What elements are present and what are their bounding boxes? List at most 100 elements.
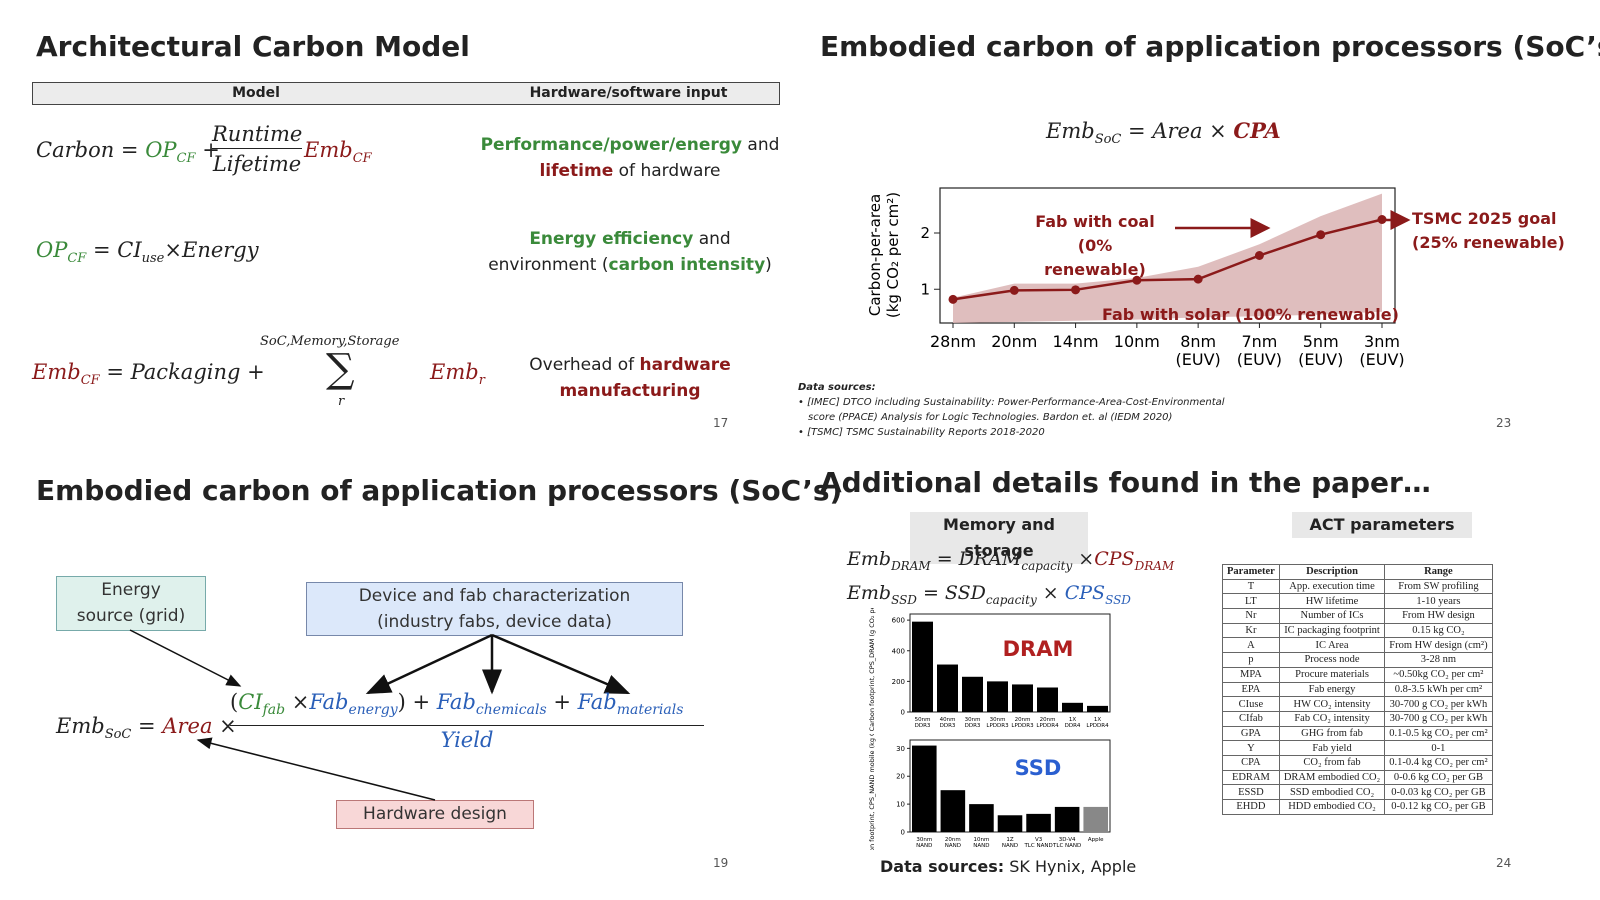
cpa-point bbox=[1316, 230, 1326, 240]
cpa-point bbox=[1132, 275, 1142, 285]
dram-xtick-label: 1X DDR4 bbox=[1065, 717, 1081, 729]
ssd-xtick-label: V3 TLC NAND bbox=[1023, 837, 1052, 849]
cpa-range-band bbox=[953, 193, 1382, 323]
cpa-point bbox=[1009, 285, 1019, 295]
table-cell: Kr bbox=[1222, 622, 1280, 639]
dram-xtick-label: 30nm DDR3 bbox=[965, 717, 981, 729]
ssd-label: SSD bbox=[1015, 756, 1062, 780]
table-row: p Process node 3-28 nm bbox=[1222, 652, 1493, 668]
table-row: CPA CO₂ from fab 0.1-0.4 kg CO₂ per cm² bbox=[1222, 754, 1493, 771]
dram-bar bbox=[912, 621, 933, 712]
ssd-ytick-label: 10 bbox=[896, 801, 905, 809]
table-cell: HDD embodied CO₂ bbox=[1278, 799, 1386, 815]
dram-ytick-label: 200 bbox=[892, 678, 905, 686]
ssd-bar bbox=[940, 790, 966, 832]
cpa-xtick-label: 3nm (EUV) bbox=[1359, 332, 1404, 369]
dram-plot: 0 200 400 600 50nm DDR3 40nm DDR3 30nm DDR3 30nm LP… bbox=[892, 613, 1111, 729]
ssd-xtick-label: Apple bbox=[1088, 837, 1104, 843]
act-table-body: T App. execution time From SW profiling LT H… bbox=[1222, 578, 1493, 815]
dram-ytick-label: 600 bbox=[892, 617, 905, 625]
table-cell: GHG from fab bbox=[1278, 725, 1386, 742]
table-cell: Process node bbox=[1278, 652, 1386, 668]
act-header-cell: Description bbox=[1278, 564, 1386, 580]
eq-emb-soc: EmbSoC = Area × (CIfab ×Fabenergy) + Fab… bbox=[56, 690, 716, 760]
table-row: CIuse HW CO₂ intensity 30-700 g CO₂ per kW… bbox=[1222, 696, 1493, 712]
table-cell: HW CO₂ intensity bbox=[1278, 696, 1386, 712]
cpa-ylabel-2: (kg CO₂ per cm²) bbox=[884, 192, 902, 318]
eq-op: OPCF = CIuse×Energy bbox=[36, 238, 259, 267]
table-row: T App. execution time From SW profiling bbox=[1222, 578, 1493, 595]
table-cell: 0-0.03 kg CO₂ per GB bbox=[1384, 784, 1493, 800]
cpa-point bbox=[948, 294, 958, 304]
table-row: EPA Fab energy 0.8-3.5 kWh per cm² bbox=[1222, 681, 1493, 698]
act-parameters-header: ACT parameters bbox=[1292, 512, 1472, 538]
ssd-bar bbox=[1026, 813, 1051, 832]
dram-ytick-label: 400 bbox=[892, 647, 905, 655]
q1-title: Architectural Carbon Model bbox=[36, 30, 470, 63]
table-cell: 0.1-0.4 kg CO₂ per cm² bbox=[1384, 754, 1493, 771]
table-cell: CO₂ from fab bbox=[1278, 754, 1386, 771]
cpa-point bbox=[1071, 285, 1081, 295]
eq-ssd: EmbSSD = SSDcapacity × CPSSSD bbox=[847, 582, 1131, 607]
ssd-bar bbox=[1083, 806, 1108, 832]
table-cell: GPA bbox=[1222, 725, 1280, 742]
table-cell: Fab CO₂ intensity bbox=[1278, 710, 1386, 727]
table-cell: 30-700 g CO₂ per kWh bbox=[1384, 696, 1493, 712]
q2-title: Embodied carbon of application processor… bbox=[820, 30, 1600, 63]
dram-bar bbox=[987, 681, 1008, 712]
table-row: A IC Area From HW design (cm²) bbox=[1222, 637, 1493, 654]
desc-energy: Energy efficiency and environment (carbo… bbox=[488, 229, 772, 275]
table-cell: T bbox=[1222, 578, 1280, 595]
table-cell: EPA bbox=[1222, 681, 1280, 698]
cpa-ytick-label: 2 bbox=[920, 224, 930, 242]
dram-plot-frame bbox=[909, 613, 1111, 713]
table-cell: 3-28 nm bbox=[1384, 652, 1493, 668]
ssd-bar bbox=[997, 815, 1023, 832]
dram-bar bbox=[1037, 687, 1058, 712]
cpa-plot: 1 2 28nm 20nm 14nm 10nm 8nm (EUV) 7nm (EUV) 5nm (EU… bbox=[920, 187, 1411, 369]
ssd-ylabel: Carbon footprint, CPS_NAND mobile (kg CO… bbox=[868, 734, 876, 850]
act-header-cell: Parameter bbox=[1222, 564, 1280, 580]
cpa-plot-frame bbox=[939, 187, 1396, 324]
cpa-point bbox=[1193, 274, 1203, 284]
dram-ytick-label: 0 bbox=[901, 709, 905, 717]
desc-overhead: Overhead of hardware manufacturing bbox=[529, 355, 731, 401]
q4-title: Additional details found in the paper… bbox=[820, 466, 1431, 499]
q4-data-sources: Data sources: SK Hynix, Apple bbox=[880, 857, 1137, 876]
table-cell: CIuse bbox=[1222, 696, 1280, 712]
arrow-device-mat bbox=[491, 633, 631, 695]
table-row: LT HW lifetime 1-10 years bbox=[1222, 593, 1493, 610]
table-cell: CPA bbox=[1222, 754, 1280, 771]
table-row: MPA Procure materials ~0.50kg CO₂ per cm² bbox=[1222, 666, 1493, 683]
table-cell: IC packaging footprint bbox=[1278, 622, 1386, 639]
table-cell: Procure materials bbox=[1278, 666, 1386, 683]
table-cell: From SW profiling bbox=[1384, 578, 1493, 595]
dram-bar bbox=[1012, 684, 1033, 712]
ssd-ytick-label: 0 bbox=[901, 829, 905, 837]
cpa-xtick-label: 10nm bbox=[1114, 332, 1160, 351]
cpa-xtick-label: 14nm bbox=[1053, 332, 1099, 351]
arrow-device-energy bbox=[365, 633, 493, 695]
cpa-xtick-label: 7nm (EUV) bbox=[1237, 332, 1282, 369]
table-cell: DRAM embodied CO₂ bbox=[1278, 769, 1386, 786]
table-cell: 0.15 kg CO₂ bbox=[1384, 622, 1493, 639]
cpa-point bbox=[1254, 251, 1264, 260]
table-cell: CIfab bbox=[1222, 710, 1280, 727]
ssd-ytick-label: 20 bbox=[896, 773, 905, 781]
slide-number: 23 bbox=[1496, 416, 1512, 430]
table-cell: MPA bbox=[1222, 666, 1280, 683]
dram-xtick-label: 50nm DDR3 bbox=[915, 717, 931, 729]
cpa-chart: 1 2 28nm 20nm 14nm 10nm 8nm (EUV) 7nm (EUV) 5nm (EU… bbox=[866, 187, 1411, 369]
table-cell: A bbox=[1222, 637, 1280, 654]
table-cell: 0-0.6 kg CO₂ per GB bbox=[1384, 769, 1493, 786]
dram-chart: 0 200 400 600 50nm DDR3 40nm DDR3 30nm DDR3 30nm LP… bbox=[868, 608, 1111, 731]
table-cell: Fab energy bbox=[1278, 681, 1386, 698]
ssd-xtick-label: 3D-V4 TLC NAND bbox=[1052, 837, 1081, 849]
dram-bar bbox=[937, 664, 958, 712]
cpa-formula: EmbSoC = Area × CPA bbox=[1046, 118, 1281, 148]
table-cell: Number of ICs bbox=[1278, 608, 1386, 624]
dram-bar bbox=[962, 676, 983, 712]
table-row: EDRAM DRAM embodied CO₂ 0-0.6 kg CO₂ per G… bbox=[1222, 769, 1493, 786]
table-cell: 30-700 g CO₂ per kWh bbox=[1384, 710, 1493, 727]
col-model-header: Model bbox=[32, 82, 480, 105]
